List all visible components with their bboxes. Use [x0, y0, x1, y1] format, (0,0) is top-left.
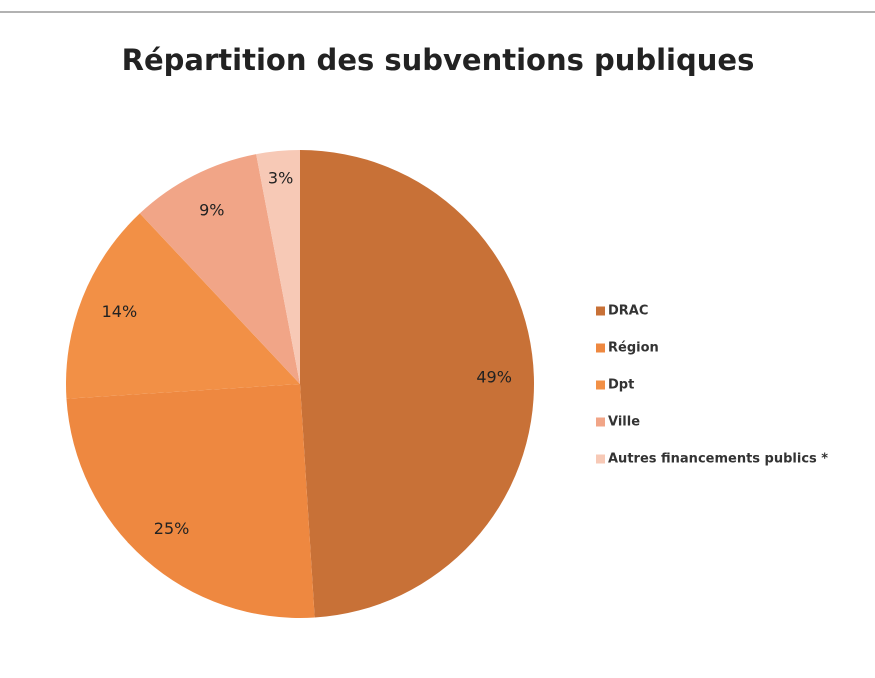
value-label: 25%	[154, 519, 190, 538]
legend-swatch	[596, 343, 605, 353]
legend-swatch	[596, 306, 605, 316]
pie-slice	[66, 213, 300, 399]
legend-label: Dpt	[608, 378, 634, 393]
pie-slice	[66, 384, 315, 619]
legend-swatch	[596, 380, 605, 390]
pie-slice	[300, 150, 535, 618]
legend-label: Autres financements publics *	[608, 452, 828, 467]
legend-label: Ville	[608, 415, 640, 430]
value-label: 9%	[199, 200, 224, 219]
pie-slice	[256, 150, 300, 384]
value-label: 14%	[102, 302, 138, 321]
legend-swatch	[596, 454, 605, 464]
value-label: 49%	[476, 367, 512, 386]
chart-title: Répartition des subventions publiques	[122, 43, 755, 77]
legend-label: Région	[608, 341, 659, 356]
pie-slice	[139, 154, 300, 384]
legend-swatch	[596, 417, 605, 427]
value-label: 3%	[268, 168, 293, 187]
legend-label: DRAC	[608, 304, 648, 319]
